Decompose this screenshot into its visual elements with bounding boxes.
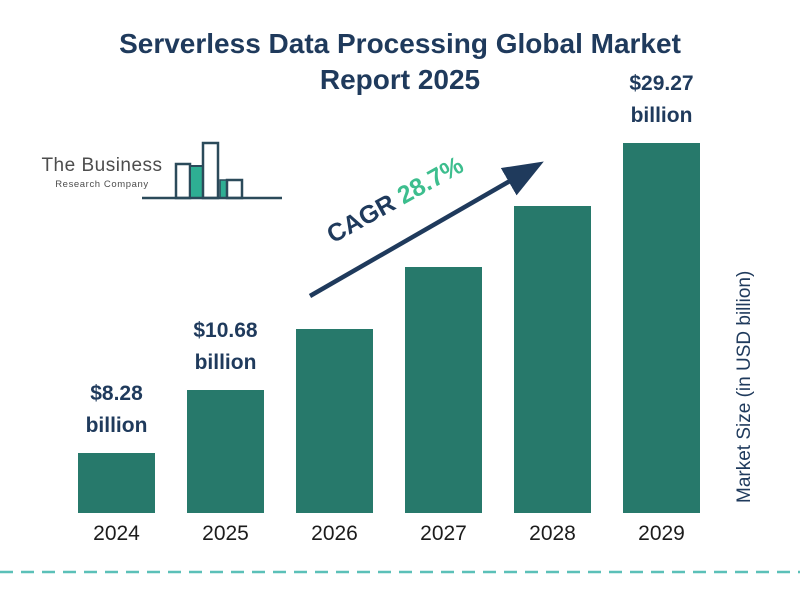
logo-bar-chart-icon <box>142 141 282 200</box>
bar-2027 <box>405 267 482 513</box>
value-unit: billion <box>85 413 148 437</box>
y-axis-label: Market Size (in USD billion) <box>734 270 755 504</box>
x-tick-2028: 2028 <box>529 522 576 545</box>
bar-value-label: $8.28 billion <box>86 378 148 441</box>
bar-value-label: $10.68 billion <box>193 315 257 378</box>
dashed-footer-line <box>0 570 800 574</box>
logo-subtitle: Research Company <box>55 178 149 190</box>
value-unit: billion <box>194 350 257 374</box>
x-tick-2026: 2026 <box>311 522 358 545</box>
bar-2025 <box>187 390 264 513</box>
bar-2028 <box>514 206 591 513</box>
title-line-2: Report 2025 <box>319 63 481 95</box>
value-amount: $10.68 <box>193 319 258 342</box>
value-amount: $8.28 <box>90 382 143 405</box>
company-logo-text: The Business Research Company <box>38 155 166 190</box>
value-amount: $29.27 <box>629 72 694 95</box>
page-title: Serverless Data Processing Global Market… <box>0 26 800 98</box>
value-unit: billion <box>630 103 693 127</box>
x-tick-2029: 2029 <box>638 522 685 545</box>
bar-2029 <box>623 143 700 513</box>
company-logo: The Business Research Company <box>38 138 282 204</box>
trend-arrow-icon <box>308 161 544 298</box>
logo-name: The Business <box>41 155 163 176</box>
bar-value-label: $29.27 billion <box>629 68 693 131</box>
bar-2026 <box>296 329 373 513</box>
title-line-1: Serverless Data Processing Global Market <box>119 28 681 59</box>
x-tick-2027: 2027 <box>420 522 467 545</box>
bar-2024 <box>78 453 155 513</box>
x-tick-2025: 2025 <box>202 522 249 545</box>
x-tick-2024: 2024 <box>93 522 140 545</box>
